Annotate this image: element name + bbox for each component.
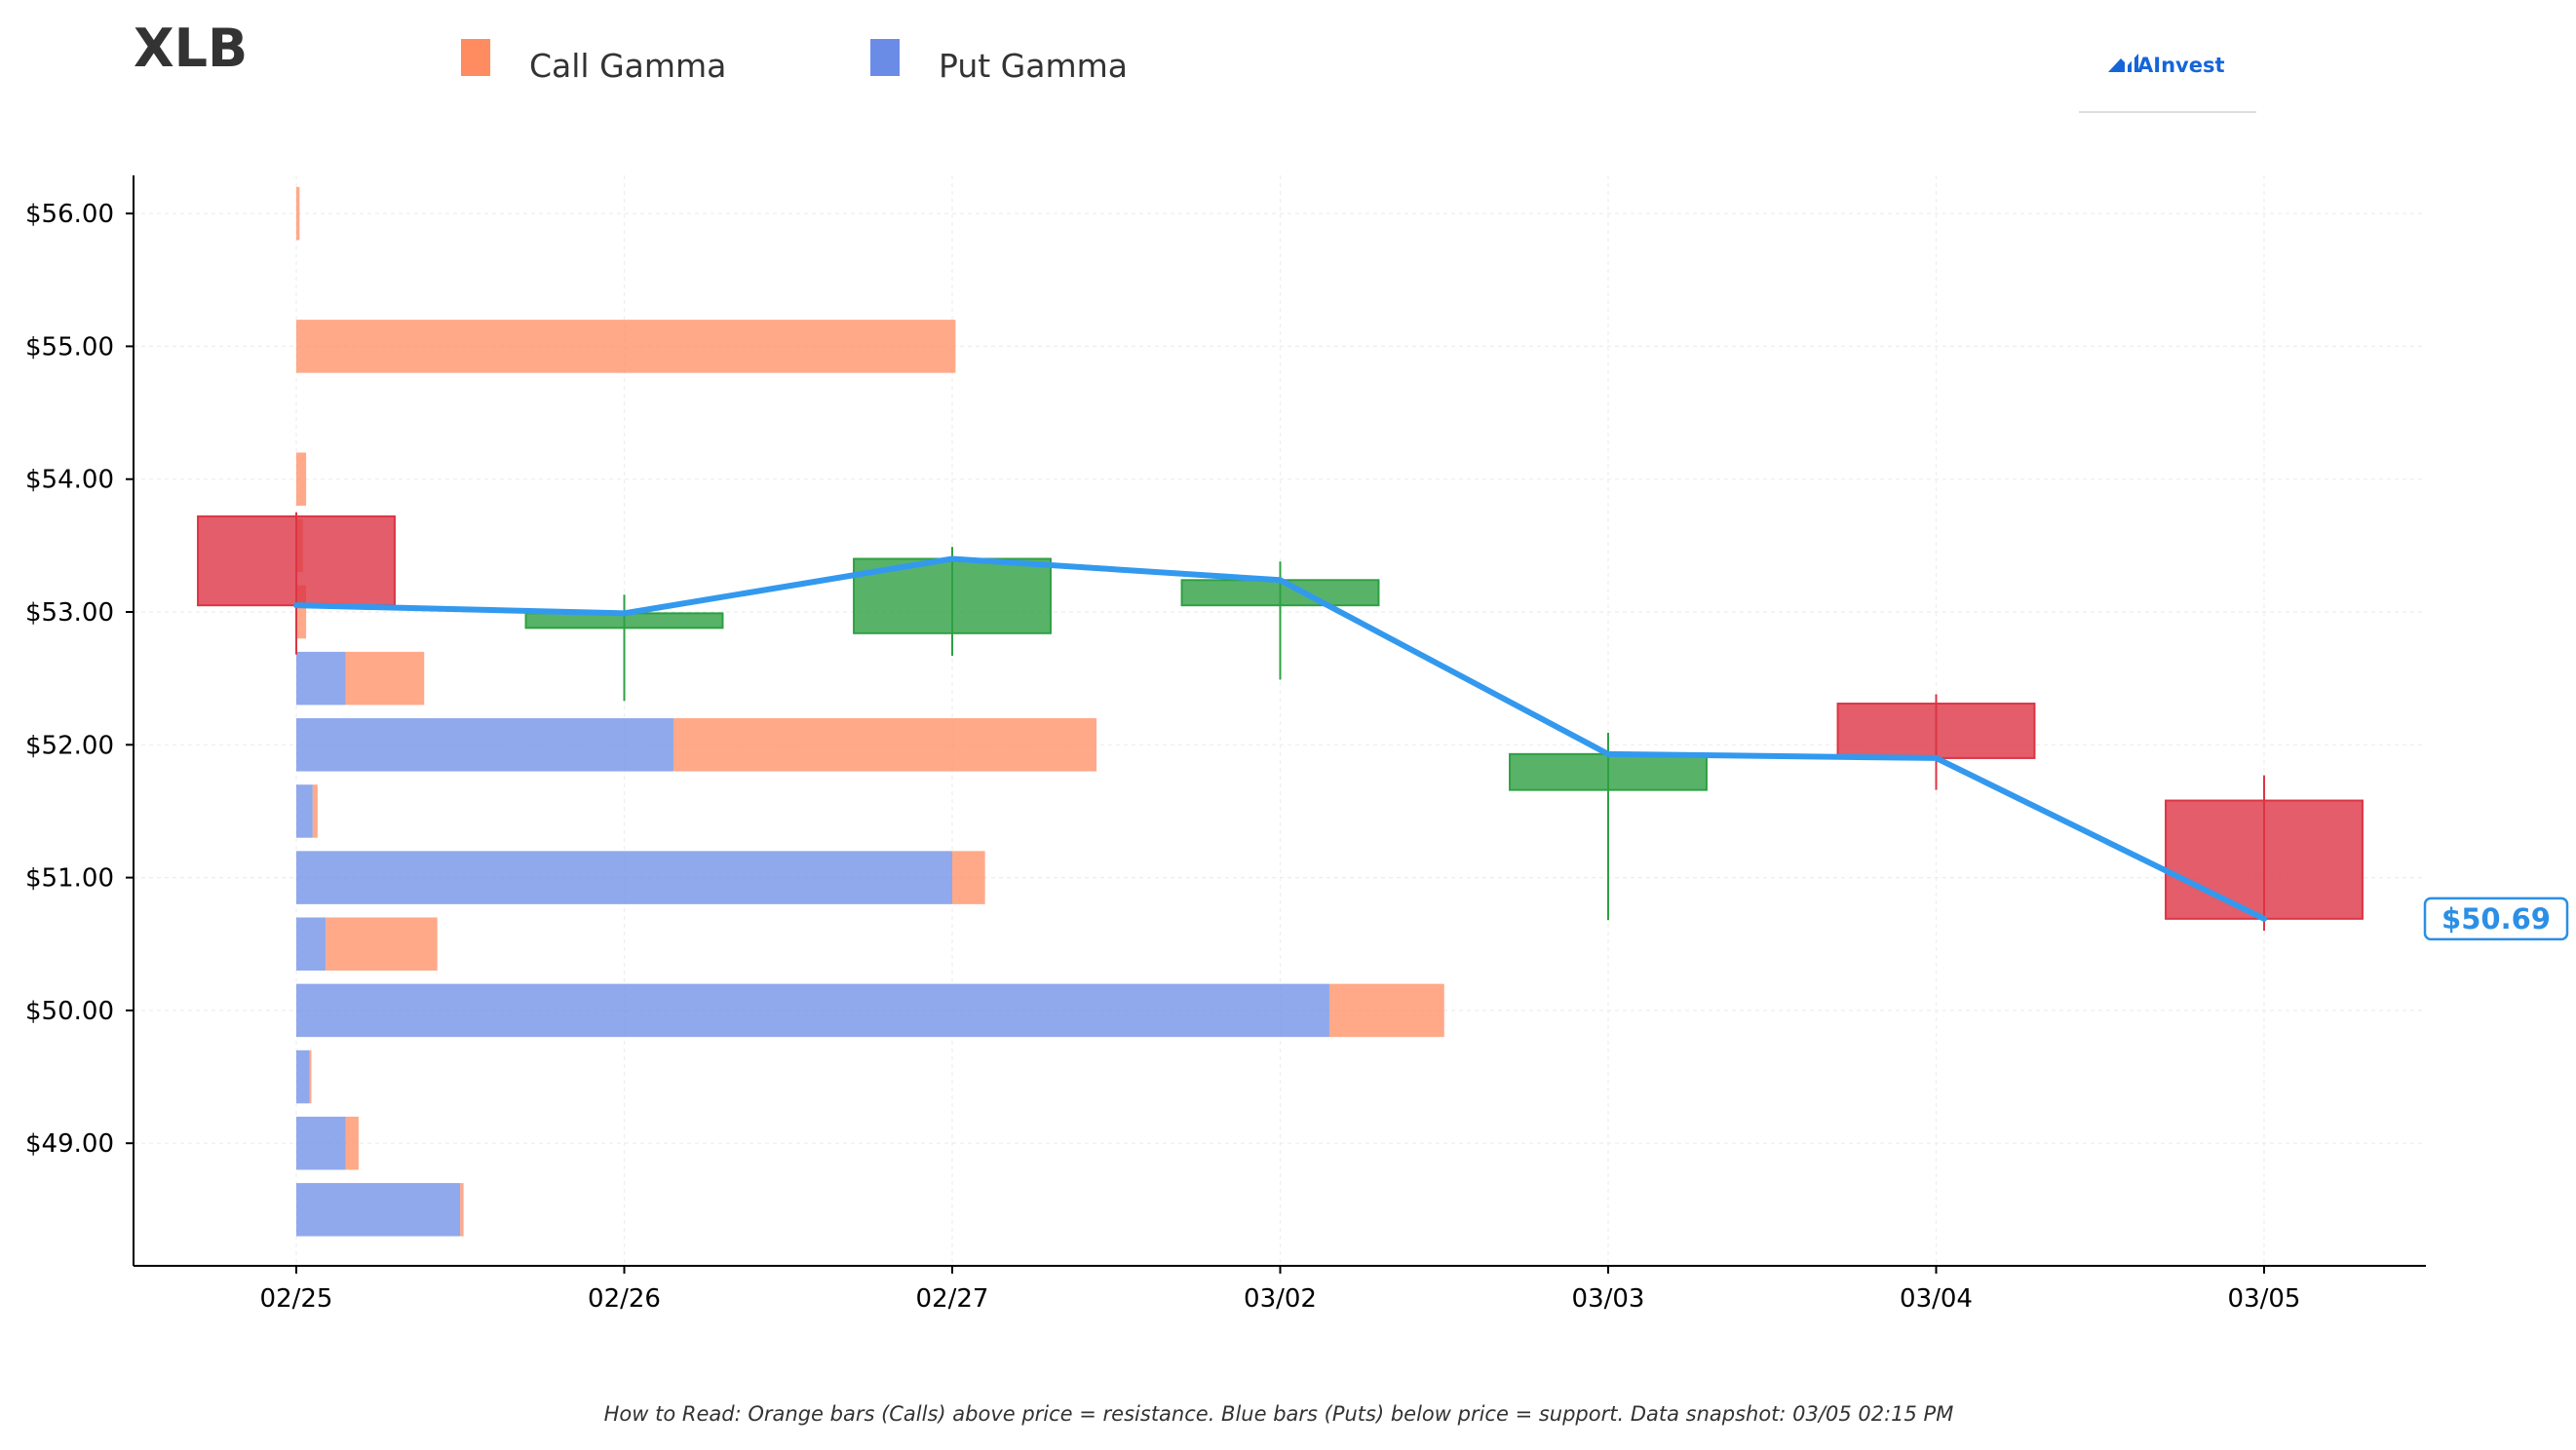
candle-body (2165, 799, 2364, 920)
x-tick-label: 03/04 (1900, 1284, 1973, 1314)
ticker-title: XLB (134, 18, 248, 79)
put-gamma-bar (296, 718, 673, 772)
y-tick-label: $53.00 (25, 598, 114, 628)
current-price-label: $50.69 (2441, 902, 2551, 935)
call-gamma-bar (296, 186, 300, 241)
y-tick-label: $52.00 (25, 731, 114, 760)
y-tick-label: $50.00 (25, 997, 114, 1026)
call-gamma-bar (326, 917, 438, 972)
candle-body (197, 515, 396, 607)
legend-call-label: Call Gamma (529, 47, 726, 85)
put-gamma-bar (296, 851, 952, 904)
call-gamma-bar (345, 651, 425, 706)
candle-body (1836, 703, 2036, 759)
put-gamma-bar (296, 651, 346, 706)
call-gamma-bar (309, 1049, 312, 1104)
call-gamma-bar (345, 1116, 359, 1170)
x-tick-label: 02/25 (260, 1284, 333, 1314)
call-gamma-bar (312, 784, 318, 838)
put-gamma-bar (296, 983, 1329, 1038)
axes: $49.00 $50.00 $51.00 $52.00 $53.00 $54.00 $55.… (25, 175, 2426, 1314)
footer-note: How to Read: Orange bars (Calls) above p… (604, 1402, 1954, 1426)
put-gamma-bar (296, 1116, 346, 1170)
legend: Call Gamma Put Gamma (461, 39, 1128, 85)
brand-logo: AInvest (2079, 54, 2256, 113)
candle-body (1509, 752, 1708, 791)
current-price-badge-box (2423, 897, 2569, 941)
call-gamma-bar (460, 1183, 464, 1237)
call-gamma-bar (296, 452, 307, 506)
call-gamma-bar (673, 718, 1097, 772)
legend-put-swatch (870, 39, 900, 76)
y-tick-label: $56.00 (25, 200, 114, 229)
y-tick-label: $49.00 (25, 1129, 114, 1159)
x-tick-label: 02/26 (588, 1284, 661, 1314)
candlesticks (197, 512, 2364, 932)
gamma-bars (296, 186, 1444, 1237)
call-gamma-bar (1328, 983, 1444, 1038)
call-gamma-bar (296, 585, 307, 639)
x-tick-label: 03/05 (2228, 1284, 2301, 1314)
x-tick-label: 03/03 (1572, 1284, 1645, 1314)
candle-body (1180, 579, 1380, 607)
price-line-group (293, 555, 2267, 922)
put-gamma-bar (296, 784, 313, 838)
put-gamma-bar (296, 917, 327, 972)
current-price-badge: $50.69 (2423, 897, 2569, 941)
call-gamma-bar (952, 851, 985, 904)
brand-logo-text: AInvest (2137, 54, 2225, 77)
call-gamma-bar (296, 320, 956, 373)
x-tick-label: 02/27 (916, 1284, 989, 1314)
y-tick-label: $51.00 (25, 864, 114, 894)
x-tick-label: 03/02 (1244, 1284, 1317, 1314)
legend-put-label: Put Gamma (939, 47, 1128, 85)
close-price-line (293, 555, 2267, 922)
y-tick-label: $54.00 (25, 466, 114, 495)
put-gamma-bar (296, 1183, 461, 1237)
y-tick-label: $55.00 (25, 332, 114, 362)
legend-call-swatch (461, 39, 490, 76)
put-gamma-bar (296, 1049, 310, 1104)
brand-logo-icon (2108, 54, 2138, 72)
